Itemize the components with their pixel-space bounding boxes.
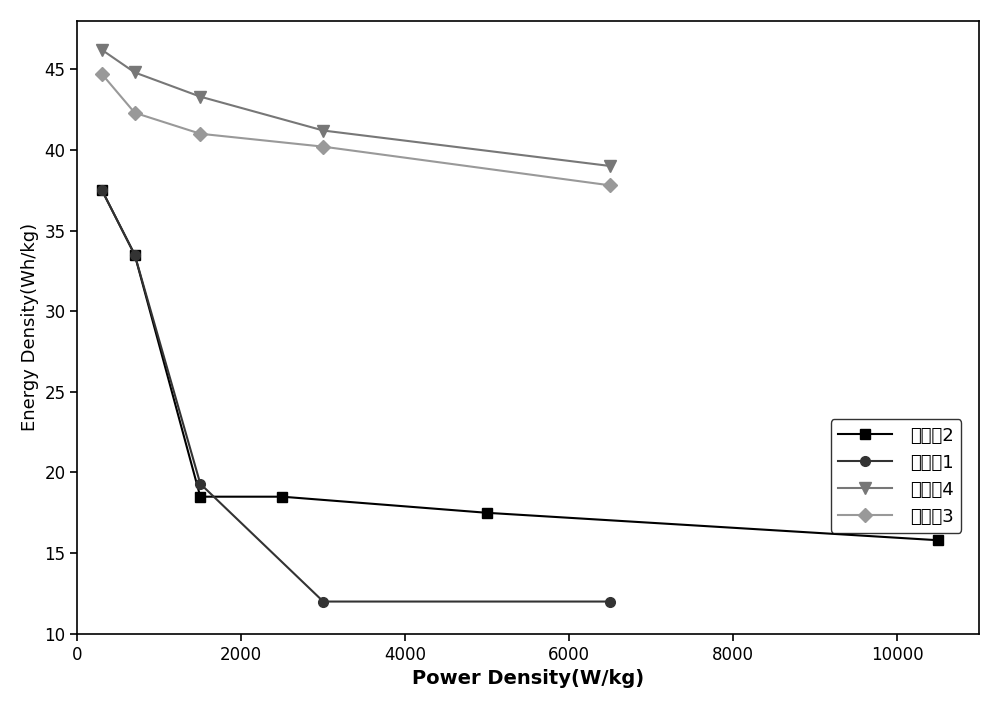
实施例3 (604, 181, 616, 189)
Y-axis label: Energy Density(Wh/kg): Energy Density(Wh/kg) (21, 223, 39, 431)
实施例2 (96, 186, 108, 194)
实施例3 (129, 108, 141, 117)
实施例2 (194, 493, 206, 501)
实施例1 (317, 597, 329, 605)
实施例2 (129, 250, 141, 259)
实施例2 (276, 493, 288, 501)
实施例4 (604, 162, 616, 170)
实施例3 (96, 69, 108, 78)
Legend: 实施例2, 实施例1, 实施例4, 实施例3: 实施例2, 实施例1, 实施例4, 实施例3 (831, 419, 961, 533)
实施例1 (604, 597, 616, 605)
实施例3 (317, 143, 329, 151)
实施例2 (932, 536, 944, 545)
Line: 实施例4: 实施例4 (96, 45, 616, 172)
实施例1 (129, 250, 141, 259)
实施例3 (194, 130, 206, 138)
实施例4 (96, 45, 108, 54)
实施例1 (194, 479, 206, 488)
实施例4 (317, 126, 329, 135)
实施例4 (129, 68, 141, 77)
X-axis label: Power Density(W/kg): Power Density(W/kg) (412, 669, 644, 688)
实施例2 (481, 508, 493, 517)
Line: 实施例2: 实施例2 (97, 185, 943, 545)
Line: 实施例3: 实施例3 (97, 69, 615, 190)
实施例1 (96, 186, 108, 194)
Line: 实施例1: 实施例1 (97, 185, 615, 606)
实施例4 (194, 92, 206, 101)
